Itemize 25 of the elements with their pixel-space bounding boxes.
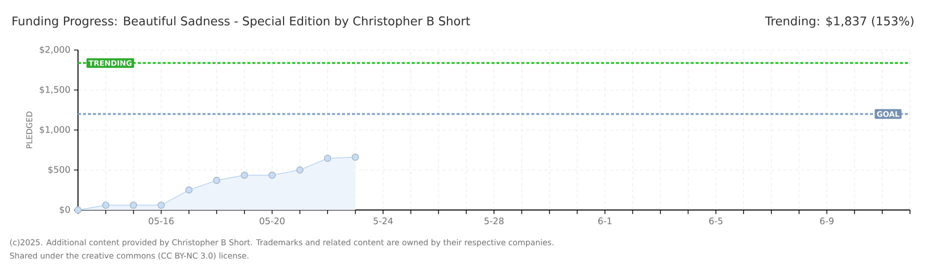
x-tick-label: 6-9 — [820, 218, 834, 224]
y-tick-label: $2,000 — [40, 46, 70, 54]
point — [130, 202, 138, 209]
point — [296, 166, 304, 174]
x-tick-label: 5-24 — [374, 218, 393, 224]
x-tick-label: 6-1 — [598, 218, 612, 224]
x-tick-label: 6-5 — [709, 218, 722, 224]
point — [185, 186, 193, 194]
x-tick-label: 5-28 — [484, 218, 504, 224]
point — [240, 172, 248, 179]
point — [268, 172, 276, 179]
x-tick-label: 05-20 — [260, 218, 285, 224]
text: Trending: $1,837 (153%) — [765, 16, 914, 28]
x-tick-label: 05-16 — [148, 218, 174, 224]
y-tick-label: $1,500 — [40, 86, 70, 94]
y-tick-label: $0 — [60, 206, 70, 214]
point — [352, 154, 359, 161]
chart-title: Funding Progress: Beautiful Sadness - Special Edition by Christopher B Short — [12, 16, 470, 28]
point — [74, 206, 82, 214]
y-tick-label: $500 — [48, 166, 70, 174]
y-tick-label: $1,000 — [40, 126, 70, 134]
point — [213, 176, 220, 184]
point — [102, 202, 110, 209]
point — [324, 154, 332, 162]
point — [158, 202, 165, 209]
